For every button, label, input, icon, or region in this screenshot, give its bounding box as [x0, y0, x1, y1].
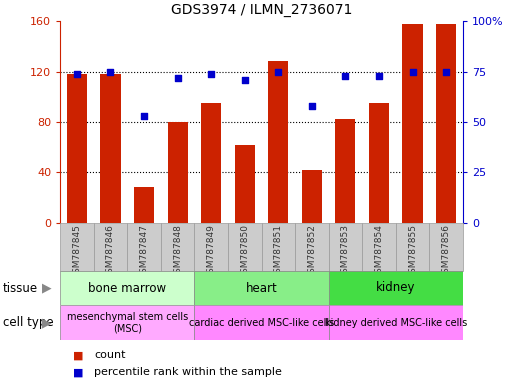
Text: ▶: ▶: [42, 281, 51, 295]
Point: [241, 76, 249, 83]
Bar: [201, 103, 221, 223]
Bar: [436, 24, 456, 223]
Text: GSM787848: GSM787848: [173, 224, 182, 279]
Text: ▶: ▶: [42, 316, 51, 329]
Bar: [302, 170, 322, 223]
Text: heart: heart: [246, 281, 277, 295]
Text: GSM787849: GSM787849: [207, 224, 215, 279]
Text: GSM787856: GSM787856: [441, 224, 451, 279]
Point: [274, 68, 282, 74]
FancyBboxPatch shape: [60, 223, 94, 271]
FancyBboxPatch shape: [60, 305, 195, 340]
FancyBboxPatch shape: [161, 223, 195, 271]
FancyBboxPatch shape: [328, 223, 362, 271]
Bar: [134, 187, 154, 223]
Text: GSM787845: GSM787845: [72, 224, 82, 279]
FancyBboxPatch shape: [429, 223, 463, 271]
Bar: [268, 61, 288, 223]
Bar: [67, 74, 87, 223]
FancyBboxPatch shape: [328, 305, 463, 340]
FancyBboxPatch shape: [262, 223, 295, 271]
Bar: [335, 119, 356, 223]
Point: [408, 68, 417, 74]
FancyBboxPatch shape: [195, 223, 228, 271]
Point: [442, 68, 450, 74]
Point: [341, 73, 349, 79]
Point: [375, 73, 383, 79]
FancyBboxPatch shape: [328, 271, 463, 305]
Title: GDS3974 / ILMN_2736071: GDS3974 / ILMN_2736071: [171, 3, 352, 17]
FancyBboxPatch shape: [295, 223, 328, 271]
Point: [106, 68, 115, 74]
Bar: [235, 145, 255, 223]
Text: kidney derived MSC-like cells: kidney derived MSC-like cells: [325, 318, 467, 328]
FancyBboxPatch shape: [228, 223, 262, 271]
Bar: [403, 24, 423, 223]
Point: [308, 103, 316, 109]
Point: [174, 74, 182, 81]
Text: GSM787852: GSM787852: [308, 224, 316, 279]
FancyBboxPatch shape: [60, 271, 195, 305]
FancyBboxPatch shape: [362, 223, 396, 271]
FancyBboxPatch shape: [195, 271, 328, 305]
Bar: [369, 103, 389, 223]
Text: ■: ■: [73, 350, 84, 360]
Text: GSM787850: GSM787850: [240, 224, 249, 279]
Text: GSM787846: GSM787846: [106, 224, 115, 279]
Text: ■: ■: [73, 367, 84, 377]
FancyBboxPatch shape: [195, 305, 328, 340]
Text: tissue: tissue: [3, 281, 38, 295]
Text: percentile rank within the sample: percentile rank within the sample: [94, 367, 282, 377]
Text: mesenchymal stem cells
(MSC): mesenchymal stem cells (MSC): [66, 312, 188, 333]
Point: [207, 71, 215, 77]
FancyBboxPatch shape: [94, 223, 127, 271]
Text: GSM787855: GSM787855: [408, 224, 417, 279]
Text: GSM787851: GSM787851: [274, 224, 283, 279]
FancyBboxPatch shape: [127, 223, 161, 271]
Bar: [167, 122, 188, 223]
Point: [140, 113, 148, 119]
Text: cardiac derived MSC-like cells: cardiac derived MSC-like cells: [189, 318, 334, 328]
Text: count: count: [94, 350, 126, 360]
Text: bone marrow: bone marrow: [88, 281, 166, 295]
Bar: [100, 74, 120, 223]
Text: GSM787853: GSM787853: [341, 224, 350, 279]
Point: [73, 71, 81, 77]
Text: GSM787847: GSM787847: [140, 224, 149, 279]
Text: kidney: kidney: [376, 281, 415, 295]
Text: cell type: cell type: [3, 316, 53, 329]
Text: GSM787854: GSM787854: [374, 224, 383, 279]
FancyBboxPatch shape: [396, 223, 429, 271]
